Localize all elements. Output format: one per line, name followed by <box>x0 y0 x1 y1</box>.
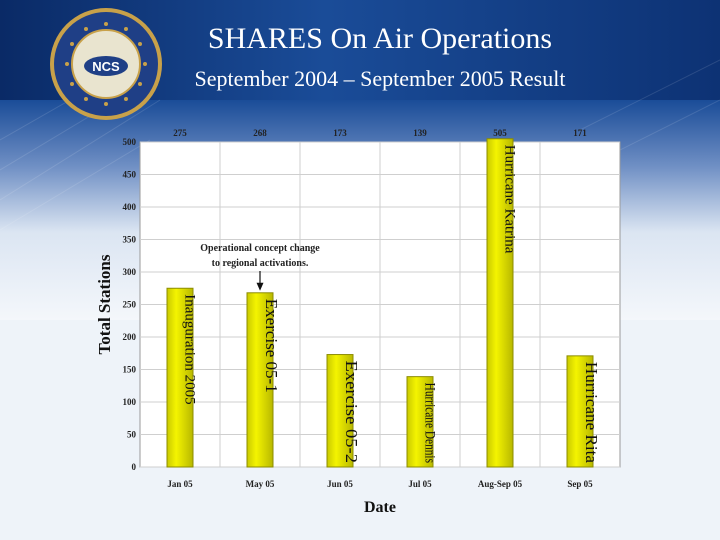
bar-event-label: Exercise 05-1 <box>262 299 281 393</box>
y-tick-label: 250 <box>123 300 137 310</box>
bar-event-label: Hurricane Rita <box>582 362 601 464</box>
x-tick-label: Sep 05 <box>567 479 593 489</box>
bar-event-label: Inauguration 2005 <box>181 294 197 404</box>
bar <box>486 138 514 468</box>
x-tick-label: Jan 05 <box>167 479 193 489</box>
bar-event-label: Hurricane Katrina <box>501 145 517 254</box>
y-tick-label: 0 <box>132 462 137 472</box>
x-tick-label: May 05 <box>246 479 275 489</box>
bar-event-label: Exercise 05-2 <box>342 361 361 463</box>
bar <box>166 287 194 468</box>
annotation-line-2: to regional activations. <box>212 258 309 269</box>
y-tick-label: 200 <box>123 332 137 342</box>
bar-value-label: 139 <box>413 128 427 138</box>
y-tick-label: 100 <box>123 397 137 407</box>
y-tick-label: 400 <box>123 202 137 212</box>
x-tick-label: Jul 05 <box>408 479 432 489</box>
bar <box>406 376 434 468</box>
y-tick-label: 350 <box>123 235 137 245</box>
annotation-arrowhead <box>256 282 264 291</box>
x-axis-title: Date <box>364 499 396 516</box>
bar-event-label: Hurricane Dennis <box>421 383 437 463</box>
y-tick-label: 450 <box>123 170 137 180</box>
x-tick-label: Jun 05 <box>327 479 353 489</box>
bar <box>326 354 354 468</box>
bar-value-label: 268 <box>253 128 267 138</box>
x-tick-label: Aug-Sep 05 <box>478 479 523 489</box>
bar-value-label: 173 <box>333 128 347 138</box>
y-tick-label: 150 <box>123 365 137 375</box>
y-tick-label: 500 <box>123 137 137 147</box>
y-tick-label: 300 <box>123 267 137 277</box>
seal-center-text: NCS <box>92 59 120 74</box>
y-tick-label: 50 <box>127 430 137 440</box>
y-axis-title: Total Stations <box>95 254 114 354</box>
bar-value-label: 505 <box>493 128 507 138</box>
bar <box>246 292 274 468</box>
ncs-seal-logo: NCS <box>50 8 162 120</box>
slide-title: SHARES On Air Operations <box>207 22 553 55</box>
bar <box>566 355 594 468</box>
annotation-line-1: Operational concept change <box>200 243 320 254</box>
bar-value-label: 171 <box>573 128 587 138</box>
bar-value-label: 275 <box>173 128 187 138</box>
slide-subtitle: September 2004 – September 2005 Result <box>194 66 566 91</box>
